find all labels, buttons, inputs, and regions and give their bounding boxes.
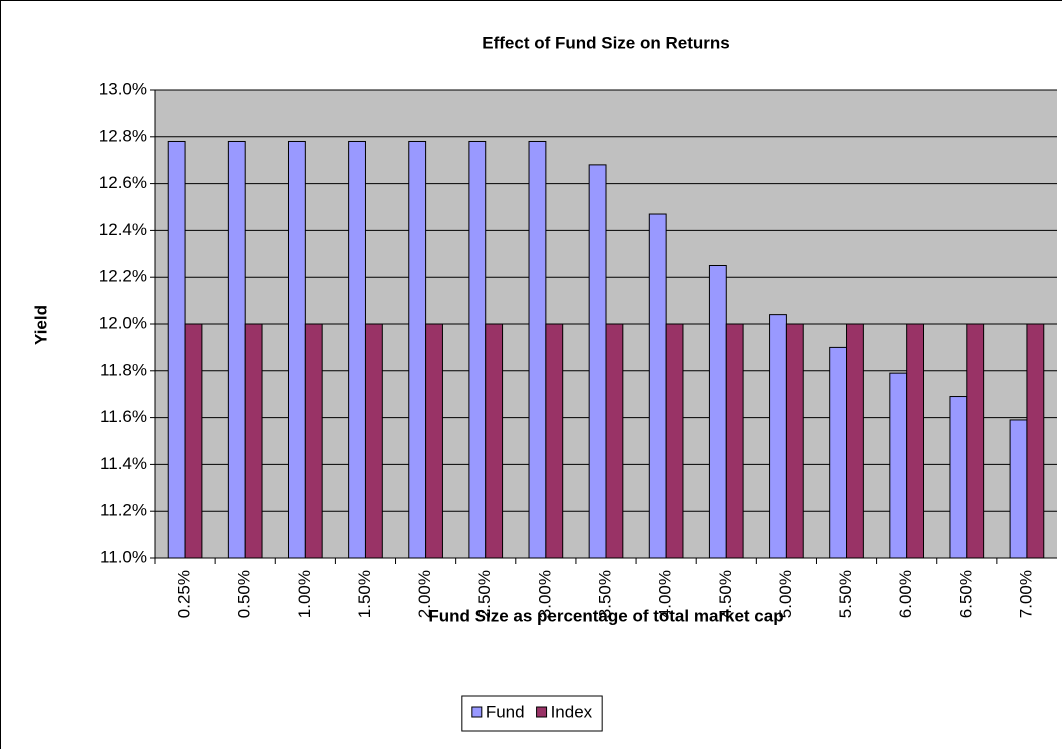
bar: [227, 140, 246, 559]
y-tick-label: 11.2%: [100, 501, 147, 520]
bar: [1009, 419, 1028, 559]
x-tick-label: 2.50%: [475, 570, 494, 618]
x-tick-label: 0.25%: [175, 570, 194, 618]
x-tick-label: 2.00%: [415, 570, 434, 618]
x-tick-label: 3.50%: [595, 570, 614, 618]
bar: [846, 323, 864, 559]
bar: [665, 323, 684, 559]
bar: [468, 140, 487, 559]
legend-label: Index: [551, 702, 593, 721]
x-tick-label: 6.50%: [956, 570, 975, 618]
bar: [769, 314, 787, 559]
y-tick-label: 12.0%: [99, 313, 147, 332]
legend-swatch: [536, 706, 548, 718]
legend-label: Fund: [486, 702, 525, 721]
x-tick-label: 5.50%: [836, 570, 855, 618]
bar: [708, 265, 727, 559]
x-axis-label: Fund Size as percentage of total market …: [428, 606, 783, 625]
bar: [545, 323, 564, 559]
x-tick-label: 6.00%: [896, 570, 915, 618]
legend-box: [461, 695, 603, 732]
bar: [829, 346, 848, 559]
x-tick-label: 4.00%: [656, 570, 675, 618]
x-tick-label: 4.50%: [716, 570, 735, 618]
y-tick-label: 11.8%: [100, 360, 147, 379]
legend-swatch: [471, 706, 483, 718]
bar: [966, 323, 985, 559]
bar: [906, 323, 925, 559]
bar: [364, 323, 383, 559]
y-tick-label: 12.4%: [99, 220, 147, 239]
bar: [528, 140, 547, 559]
x-tick-label: 7.00%: [1016, 570, 1035, 618]
y-tick-label: 12.6%: [99, 173, 147, 192]
bar: [304, 323, 323, 559]
y-tick-label: 11.0%: [100, 547, 147, 566]
bar: [605, 323, 624, 559]
bar: [1026, 323, 1045, 559]
bar: [949, 396, 968, 559]
bar: [184, 323, 203, 559]
x-tick-label: 1.50%: [355, 570, 374, 618]
y-axis-label: Yield: [31, 305, 50, 345]
bar: [244, 323, 263, 559]
bar: [725, 323, 744, 559]
x-tick-label: 0.50%: [235, 570, 254, 618]
bar: [167, 140, 186, 559]
bar: [588, 164, 607, 559]
bar: [485, 323, 504, 559]
bar: [348, 140, 366, 559]
chart-title: Effect of Fund Size on Returns: [482, 33, 729, 52]
bar: [425, 323, 443, 559]
x-tick-label: 3.00%: [535, 570, 554, 618]
y-tick-label: 11.6%: [100, 407, 147, 426]
y-tick-label: 13.0%: [99, 79, 147, 98]
bar: [287, 140, 306, 559]
bar: [785, 323, 804, 559]
y-tick-label: 12.2%: [99, 267, 147, 286]
bar: [648, 213, 667, 559]
y-tick-label: 11.4%: [100, 454, 147, 473]
bar: [889, 372, 908, 559]
x-tick-label: 1.00%: [295, 570, 314, 618]
bar: [408, 140, 427, 559]
y-tick-label: 12.8%: [99, 126, 147, 145]
x-tick-label: 5.00%: [776, 570, 795, 618]
